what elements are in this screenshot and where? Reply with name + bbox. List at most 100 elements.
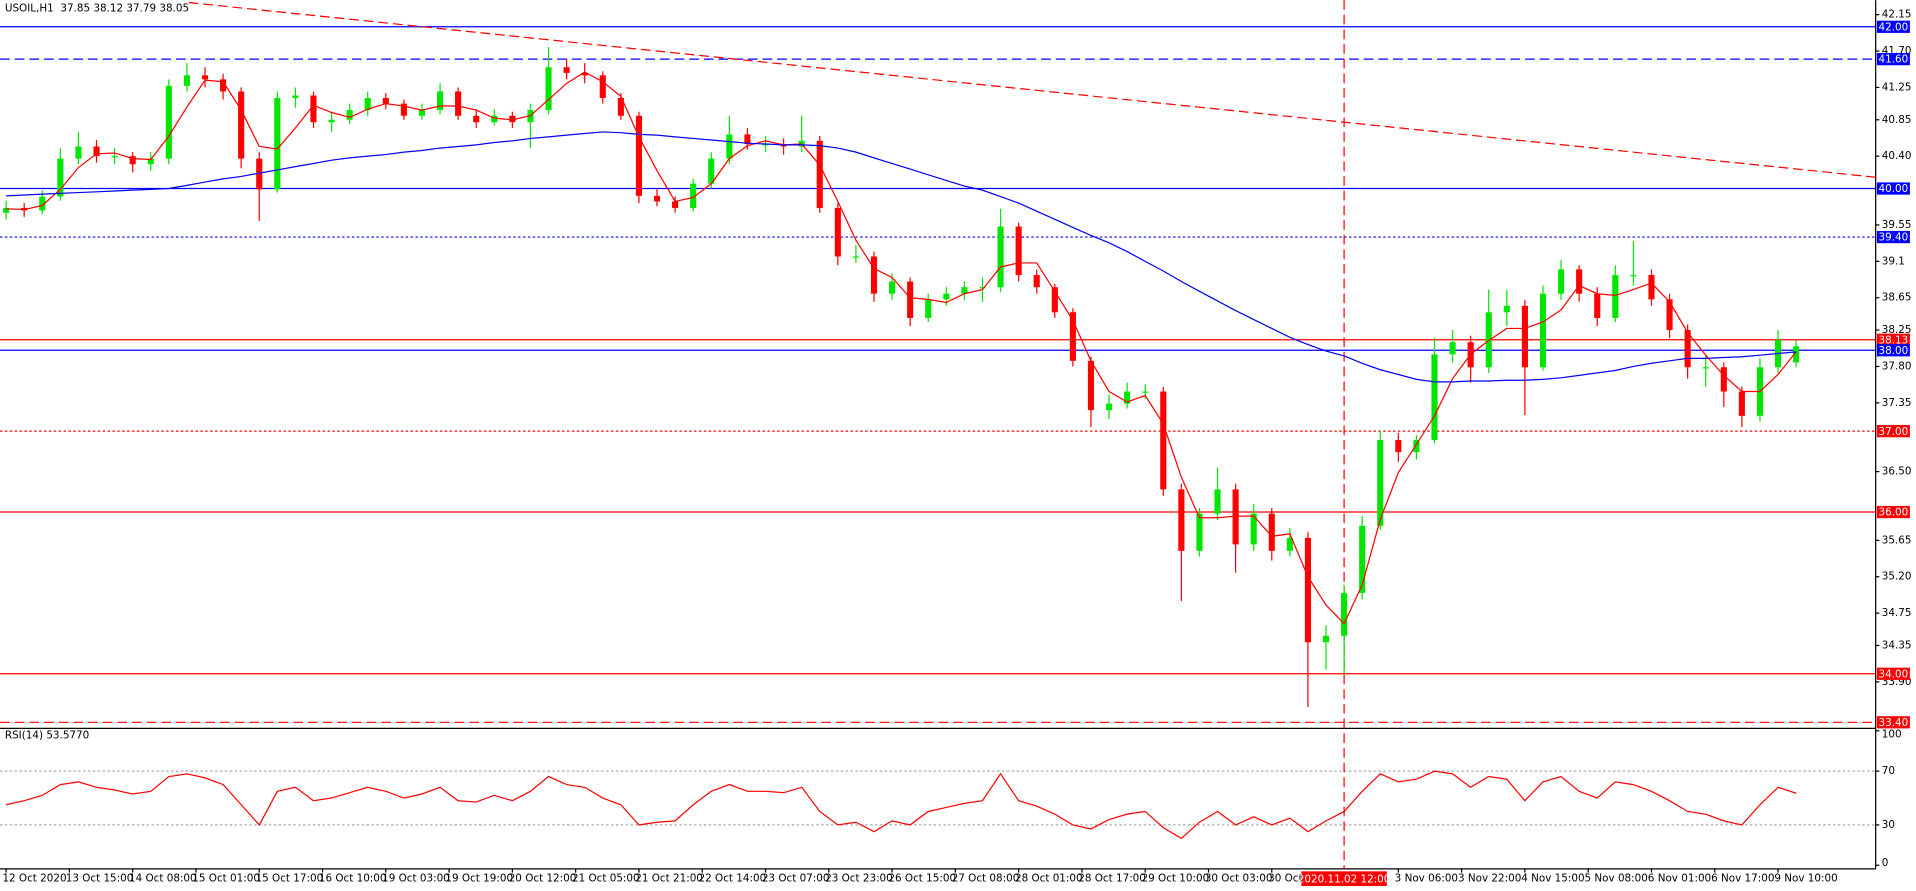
level-label: 39.40 <box>1879 232 1909 244</box>
x-tick-label: 14 Oct 08:00 <box>129 873 197 885</box>
y-tick-label: 34.75 <box>1882 607 1912 619</box>
candle-body <box>708 158 715 184</box>
candle-body <box>617 97 624 116</box>
x-tick-label: 23 Oct 23:00 <box>825 873 893 885</box>
level-label: 37.00 <box>1879 426 1909 438</box>
candle-body <box>599 75 606 98</box>
candle-body <box>726 134 733 159</box>
chart-title: USOIL,H1 37.85 38.12 37.79 38.05 <box>5 3 189 15</box>
x-tick-label: 3 Nov 22:00 <box>1458 873 1521 885</box>
candle-body <box>1359 525 1366 593</box>
candle-body <box>147 158 154 165</box>
candle-body <box>111 156 118 158</box>
x-tick-label: 6 Nov 01:00 <box>1648 873 1711 885</box>
x-tick-label: 21 Oct 05:00 <box>572 873 640 885</box>
x-tick-label: 20 Oct 12:00 <box>509 873 577 885</box>
level-label: 34.00 <box>1879 668 1909 680</box>
candle-body <box>581 72 588 76</box>
candle-body <box>274 97 281 190</box>
candle-body <box>816 140 823 208</box>
candle-body <box>1576 269 1583 294</box>
x-tick-label: 22 Oct 14:00 <box>699 873 767 885</box>
x-tick-label: 5 Nov 08:00 <box>1585 873 1648 885</box>
candle-body <box>1087 360 1095 411</box>
candle-body <box>672 201 679 208</box>
level-label: 36.00 <box>1879 507 1909 519</box>
candle-body <box>1594 293 1601 318</box>
x-tick-label: 28 Oct 17:00 <box>1078 873 1146 885</box>
candle-body <box>1142 391 1149 393</box>
x-tick-label: 28 Oct 01:00 <box>1015 873 1083 885</box>
y-tick-label: 30 <box>1882 819 1895 831</box>
candle-body <box>907 281 914 318</box>
x-tick-label: 3 Nov 06:00 <box>1395 873 1458 885</box>
level-label-box <box>1876 182 1910 195</box>
y-tick-label: 34.35 <box>1882 639 1912 651</box>
candle-body <box>256 158 263 190</box>
marker-label-box <box>1301 871 1387 887</box>
candle-body <box>979 287 986 289</box>
level-label: 40.00 <box>1879 183 1909 195</box>
candle-body <box>852 256 859 258</box>
candle-body <box>292 95 299 98</box>
candle-body <box>183 75 190 86</box>
y-tick-label: 37.35 <box>1882 397 1912 409</box>
candle-body <box>563 67 570 73</box>
candle-body <box>943 293 950 300</box>
candle-body <box>1648 275 1655 300</box>
candle-body <box>328 119 335 123</box>
candle-body <box>1377 440 1384 526</box>
y-tick-label: 39.1 <box>1882 255 1905 267</box>
level-label: 41.60 <box>1879 54 1909 66</box>
candle-body <box>491 115 498 123</box>
candle-body <box>455 91 462 116</box>
candle-body <box>39 196 46 211</box>
y-tick-label: 40.40 <box>1882 150 1912 162</box>
candle-body <box>1105 403 1113 411</box>
candle-body <box>1178 489 1185 551</box>
candle-body <box>436 91 444 111</box>
level-label-box <box>1876 53 1910 66</box>
candle-body <box>57 158 64 197</box>
candle-body <box>310 95 317 123</box>
y-tick-label: 37.80 <box>1882 360 1912 372</box>
candle-body <box>1069 312 1076 361</box>
level-label-box <box>1876 230 1910 244</box>
candle-body <box>925 299 932 318</box>
moving-average <box>6 71 1797 625</box>
candle-body <box>201 75 209 80</box>
y-tick-label: 100 <box>1882 728 1902 740</box>
level-label: 33.40 <box>1879 717 1909 729</box>
candle-body <box>1503 305 1510 313</box>
candle-body <box>1051 287 1058 313</box>
candle-body <box>165 85 172 159</box>
level-label-box <box>1876 425 1910 438</box>
x-tick-label: 29 Oct 10:00 <box>1142 873 1210 885</box>
candle-body <box>1015 226 1022 276</box>
candle-body <box>1521 305 1528 368</box>
y-tick-label: 0 <box>1882 857 1889 869</box>
level-label-box <box>1876 20 1910 33</box>
y-tick-label: 35.20 <box>1882 571 1912 583</box>
level-label-box <box>1876 716 1910 729</box>
candle-body <box>690 183 697 208</box>
x-tick-label: 21 Oct 21:00 <box>635 873 703 885</box>
level-label: 42.00 <box>1879 21 1909 33</box>
candle-body <box>400 103 407 116</box>
y-tick-label: 70 <box>1882 765 1895 777</box>
x-tick-label: 13 Oct 15:00 <box>66 873 134 885</box>
x-tick-label: 16 Oct 10:00 <box>319 873 387 885</box>
level-label-box <box>1876 667 1910 680</box>
x-tick-label: 26 Oct 15:00 <box>888 873 956 885</box>
candle-body <box>382 97 389 104</box>
candle-body <box>870 256 878 294</box>
candle-body <box>75 146 82 159</box>
marker-label: 2020.11.02 12:00 <box>1298 873 1391 885</box>
y-tick-label: 36.50 <box>1882 466 1912 478</box>
level-label-box <box>1876 333 1910 346</box>
candle-body <box>1738 391 1745 416</box>
rsi-line <box>5 770 1797 840</box>
candle-body <box>834 207 841 257</box>
